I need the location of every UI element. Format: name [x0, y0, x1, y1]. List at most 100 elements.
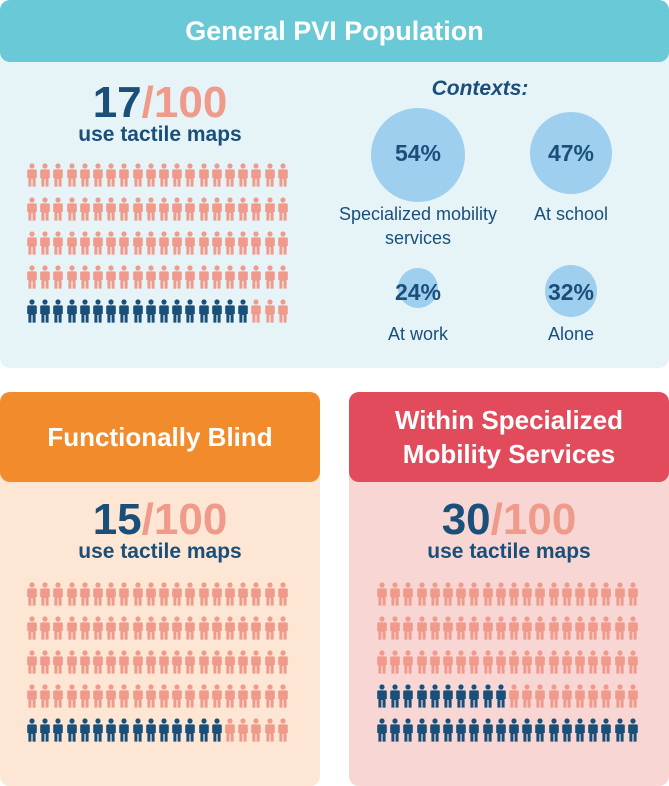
person-icon [185, 265, 196, 289]
person-icon [119, 299, 130, 323]
person-icon [403, 616, 414, 640]
person-icon [93, 718, 103, 742]
person-icon [172, 265, 182, 289]
person-icon [443, 718, 453, 742]
person-icon [277, 582, 288, 606]
person-icon [132, 650, 143, 674]
person-icon [53, 684, 64, 708]
person-icon [172, 684, 182, 708]
person-icon [185, 163, 196, 187]
person-icon [277, 197, 288, 221]
person-icon [79, 718, 90, 742]
person-icon [66, 718, 77, 742]
person-icon [145, 718, 156, 742]
person-icon [106, 163, 116, 187]
person-icon [469, 616, 480, 640]
person-icon [119, 197, 130, 221]
person-icon [106, 718, 116, 742]
specialized-mobility-header: Within Specialized Mobility Services [349, 392, 669, 482]
person-icon [469, 582, 480, 606]
person-icon [561, 684, 572, 708]
person-icon [456, 582, 466, 606]
person-icon [145, 265, 156, 289]
person-icon [614, 650, 625, 674]
context-label-mobility: Specialized mobility services [318, 202, 518, 250]
context-label-work: At work [387, 324, 448, 344]
person-icon [119, 650, 130, 674]
person-icon [185, 299, 196, 323]
person-icon [27, 582, 37, 606]
person-icon [27, 197, 37, 221]
person-icon [548, 650, 559, 674]
person-icon [79, 197, 90, 221]
sms-slash: / [490, 495, 503, 544]
person-icon [495, 616, 506, 640]
person-icon [429, 616, 440, 640]
context-label-mobility-line1: Specialized mobility [338, 204, 498, 224]
person-icon [211, 684, 222, 708]
person-icon [522, 718, 532, 742]
person-icon [238, 650, 248, 674]
person-icon [601, 684, 612, 708]
person-icon [53, 197, 64, 221]
person-icon [443, 582, 453, 606]
person-icon [66, 231, 77, 255]
person-icon [238, 197, 248, 221]
person-icon [119, 684, 130, 708]
person-icon [172, 299, 182, 323]
person-icon [211, 582, 222, 606]
person-icon [211, 197, 222, 221]
person-icon [403, 650, 414, 674]
person-icon [548, 582, 559, 606]
person-icon [159, 718, 169, 742]
person-icon [145, 616, 156, 640]
person-icon [79, 582, 90, 606]
person-icon [172, 650, 182, 674]
person-icon [53, 299, 64, 323]
person-icon [132, 163, 143, 187]
person-icon [495, 718, 506, 742]
person-icon [53, 650, 64, 674]
person-icon [66, 265, 77, 289]
person-icon [225, 231, 235, 255]
person-icon [93, 231, 103, 255]
person-icon [132, 265, 143, 289]
person-icon [264, 582, 275, 606]
sms-denominator: 100 [502, 495, 577, 544]
person-icon [198, 718, 209, 742]
person-icon [627, 684, 638, 708]
person-icon [53, 616, 64, 640]
person-icon [198, 197, 209, 221]
person-icon [172, 582, 182, 606]
person-icon [172, 616, 182, 640]
person-icon [27, 299, 37, 323]
person-icon [251, 163, 262, 187]
person-icon [185, 718, 196, 742]
person-icon [627, 616, 638, 640]
sms-caption: use tactile maps [427, 540, 591, 563]
person-icon [495, 684, 506, 708]
functionally-blind-title: Functionally Blind [47, 421, 273, 452]
sms-fraction: 30/100 [349, 497, 669, 543]
person-icon [66, 582, 77, 606]
general-denominator: 100 [153, 78, 228, 127]
specialized-mobility-title-line1: Within Specialized [394, 405, 624, 435]
person-icon [40, 650, 50, 674]
person-icon [53, 231, 64, 255]
person-icon [106, 684, 116, 708]
person-icon [211, 718, 222, 742]
person-icon [225, 650, 235, 674]
person-icon [251, 265, 262, 289]
person-icon [172, 231, 182, 255]
person-icon [238, 299, 248, 323]
person-icon [66, 163, 77, 187]
person-icon [509, 650, 519, 674]
person-icon [159, 684, 169, 708]
blind-fraction: 15/100 [0, 497, 320, 543]
person-icon [627, 650, 638, 674]
person-icon [132, 582, 143, 606]
person-icon [482, 684, 493, 708]
person-icon [40, 582, 50, 606]
person-icon [390, 582, 400, 606]
person-icon [264, 197, 275, 221]
